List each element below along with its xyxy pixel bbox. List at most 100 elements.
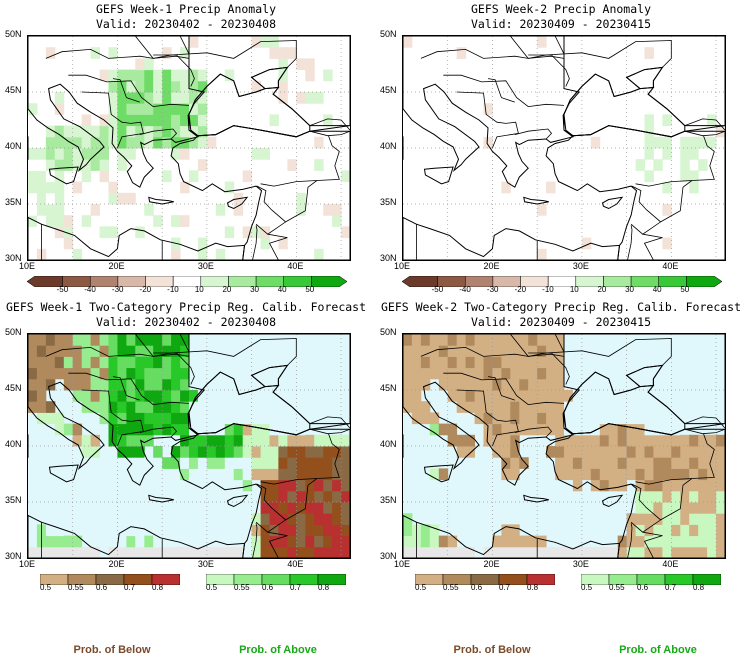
grid-cell <box>707 479 717 492</box>
grid-cell <box>197 446 208 458</box>
grid-cell <box>135 378 145 391</box>
grid-cell <box>171 334 181 346</box>
grid-cell <box>519 457 529 469</box>
grid-cell <box>197 479 208 492</box>
grid-cell <box>135 103 145 115</box>
grid-cell <box>537 401 547 413</box>
grid-cell <box>653 412 663 425</box>
grid-cell <box>564 546 574 558</box>
grid-cell <box>278 502 288 514</box>
grid-cell <box>206 423 217 436</box>
grid-cell <box>296 446 306 458</box>
grid-cell <box>171 345 181 357</box>
grid-cell <box>635 513 645 525</box>
grid-cell <box>653 446 663 458</box>
grid-cell <box>537 412 547 425</box>
grid-cell <box>162 378 172 391</box>
country-border <box>68 74 190 108</box>
colorbar-label: 0.5 <box>581 583 593 592</box>
grid-cell <box>126 103 136 115</box>
map-area <box>27 35 351 261</box>
grid-cell <box>581 468 592 481</box>
grid-cell <box>162 92 172 104</box>
grid-cell <box>341 446 350 458</box>
anomaly-colorbar: -50 -40 -30 -20 -10 10 20 30 40 50 <box>26 272 348 297</box>
grid-cell <box>438 423 449 436</box>
grid-cell <box>341 170 350 183</box>
grid-cell <box>242 457 253 469</box>
grid-cell <box>420 345 431 357</box>
grid-cell <box>144 356 154 369</box>
grid-cell <box>81 170 92 183</box>
grid-cell <box>341 479 350 492</box>
country-border <box>443 372 565 406</box>
grid-cell <box>72 535 83 548</box>
grid-cell <box>126 401 136 413</box>
grid-cell <box>510 367 520 380</box>
country-border <box>509 334 672 366</box>
coastline <box>188 371 311 436</box>
grid-cell <box>251 226 261 239</box>
grid-cell <box>305 479 315 492</box>
grid-cell <box>287 159 297 171</box>
grid-cell <box>233 434 244 447</box>
grid-cell <box>420 535 431 548</box>
grid-cell <box>99 136 109 149</box>
grid-cell <box>689 434 699 447</box>
grid-cell <box>635 412 645 425</box>
grid-cell <box>189 170 199 183</box>
grid-cell <box>689 457 699 469</box>
grid-cell <box>314 446 324 458</box>
grid-cell <box>323 114 333 127</box>
lat-tick-label: 50N <box>5 327 22 337</box>
grid-cell <box>144 204 154 216</box>
grid-cell <box>135 446 145 458</box>
grid-cell <box>144 69 154 82</box>
grid-cell <box>144 114 154 127</box>
grid-cell <box>99 390 109 402</box>
grid-cell <box>28 215 38 227</box>
grid-cell <box>269 434 279 447</box>
grid-cell <box>117 334 127 346</box>
grid-cell <box>36 345 47 357</box>
grid-cell <box>189 434 199 447</box>
grid-cell <box>644 170 654 183</box>
grid-cell <box>36 148 47 160</box>
country-border <box>627 225 633 260</box>
grid-cell <box>305 92 315 104</box>
grid-cell <box>403 334 413 346</box>
grid-cell <box>314 434 324 447</box>
grid-cell <box>108 226 118 239</box>
lon-tick-label: 40E <box>662 261 679 271</box>
country-border <box>514 128 553 140</box>
grid-cell <box>590 136 601 149</box>
below-colorbar: 0.5 0.55 0.6 0.7 0.8 <box>414 570 556 595</box>
grid-cell <box>447 390 458 402</box>
grid-cell <box>555 390 565 402</box>
lat-tick-label: 45N <box>380 85 397 95</box>
grid-cell <box>716 446 725 458</box>
grid-cell <box>332 215 342 227</box>
grid-cell <box>707 524 717 537</box>
grid-cell <box>135 524 145 537</box>
country-border <box>309 416 350 429</box>
grid-cell <box>260 148 270 160</box>
lon-tick-label: 40E <box>662 559 679 569</box>
grid-cell <box>153 401 163 413</box>
grid-cell <box>492 412 502 425</box>
grid-cell <box>90 148 100 160</box>
grid-cell <box>278 524 288 537</box>
grid-cell <box>189 468 199 481</box>
panel-title: GEFS Week-1 Two-Category Precip Reg. Cal… <box>5 300 367 314</box>
grid-cell <box>555 446 565 458</box>
grid-cell <box>72 546 83 558</box>
grid-cell <box>90 356 100 369</box>
grid-cell <box>242 401 253 413</box>
grid-cell <box>171 92 181 104</box>
grid-cell <box>251 446 261 458</box>
grid-cell <box>135 434 145 447</box>
grid-cell <box>28 390 38 402</box>
grid-cell <box>689 148 699 160</box>
grid-cell <box>189 92 199 104</box>
grid-cell <box>644 423 654 436</box>
